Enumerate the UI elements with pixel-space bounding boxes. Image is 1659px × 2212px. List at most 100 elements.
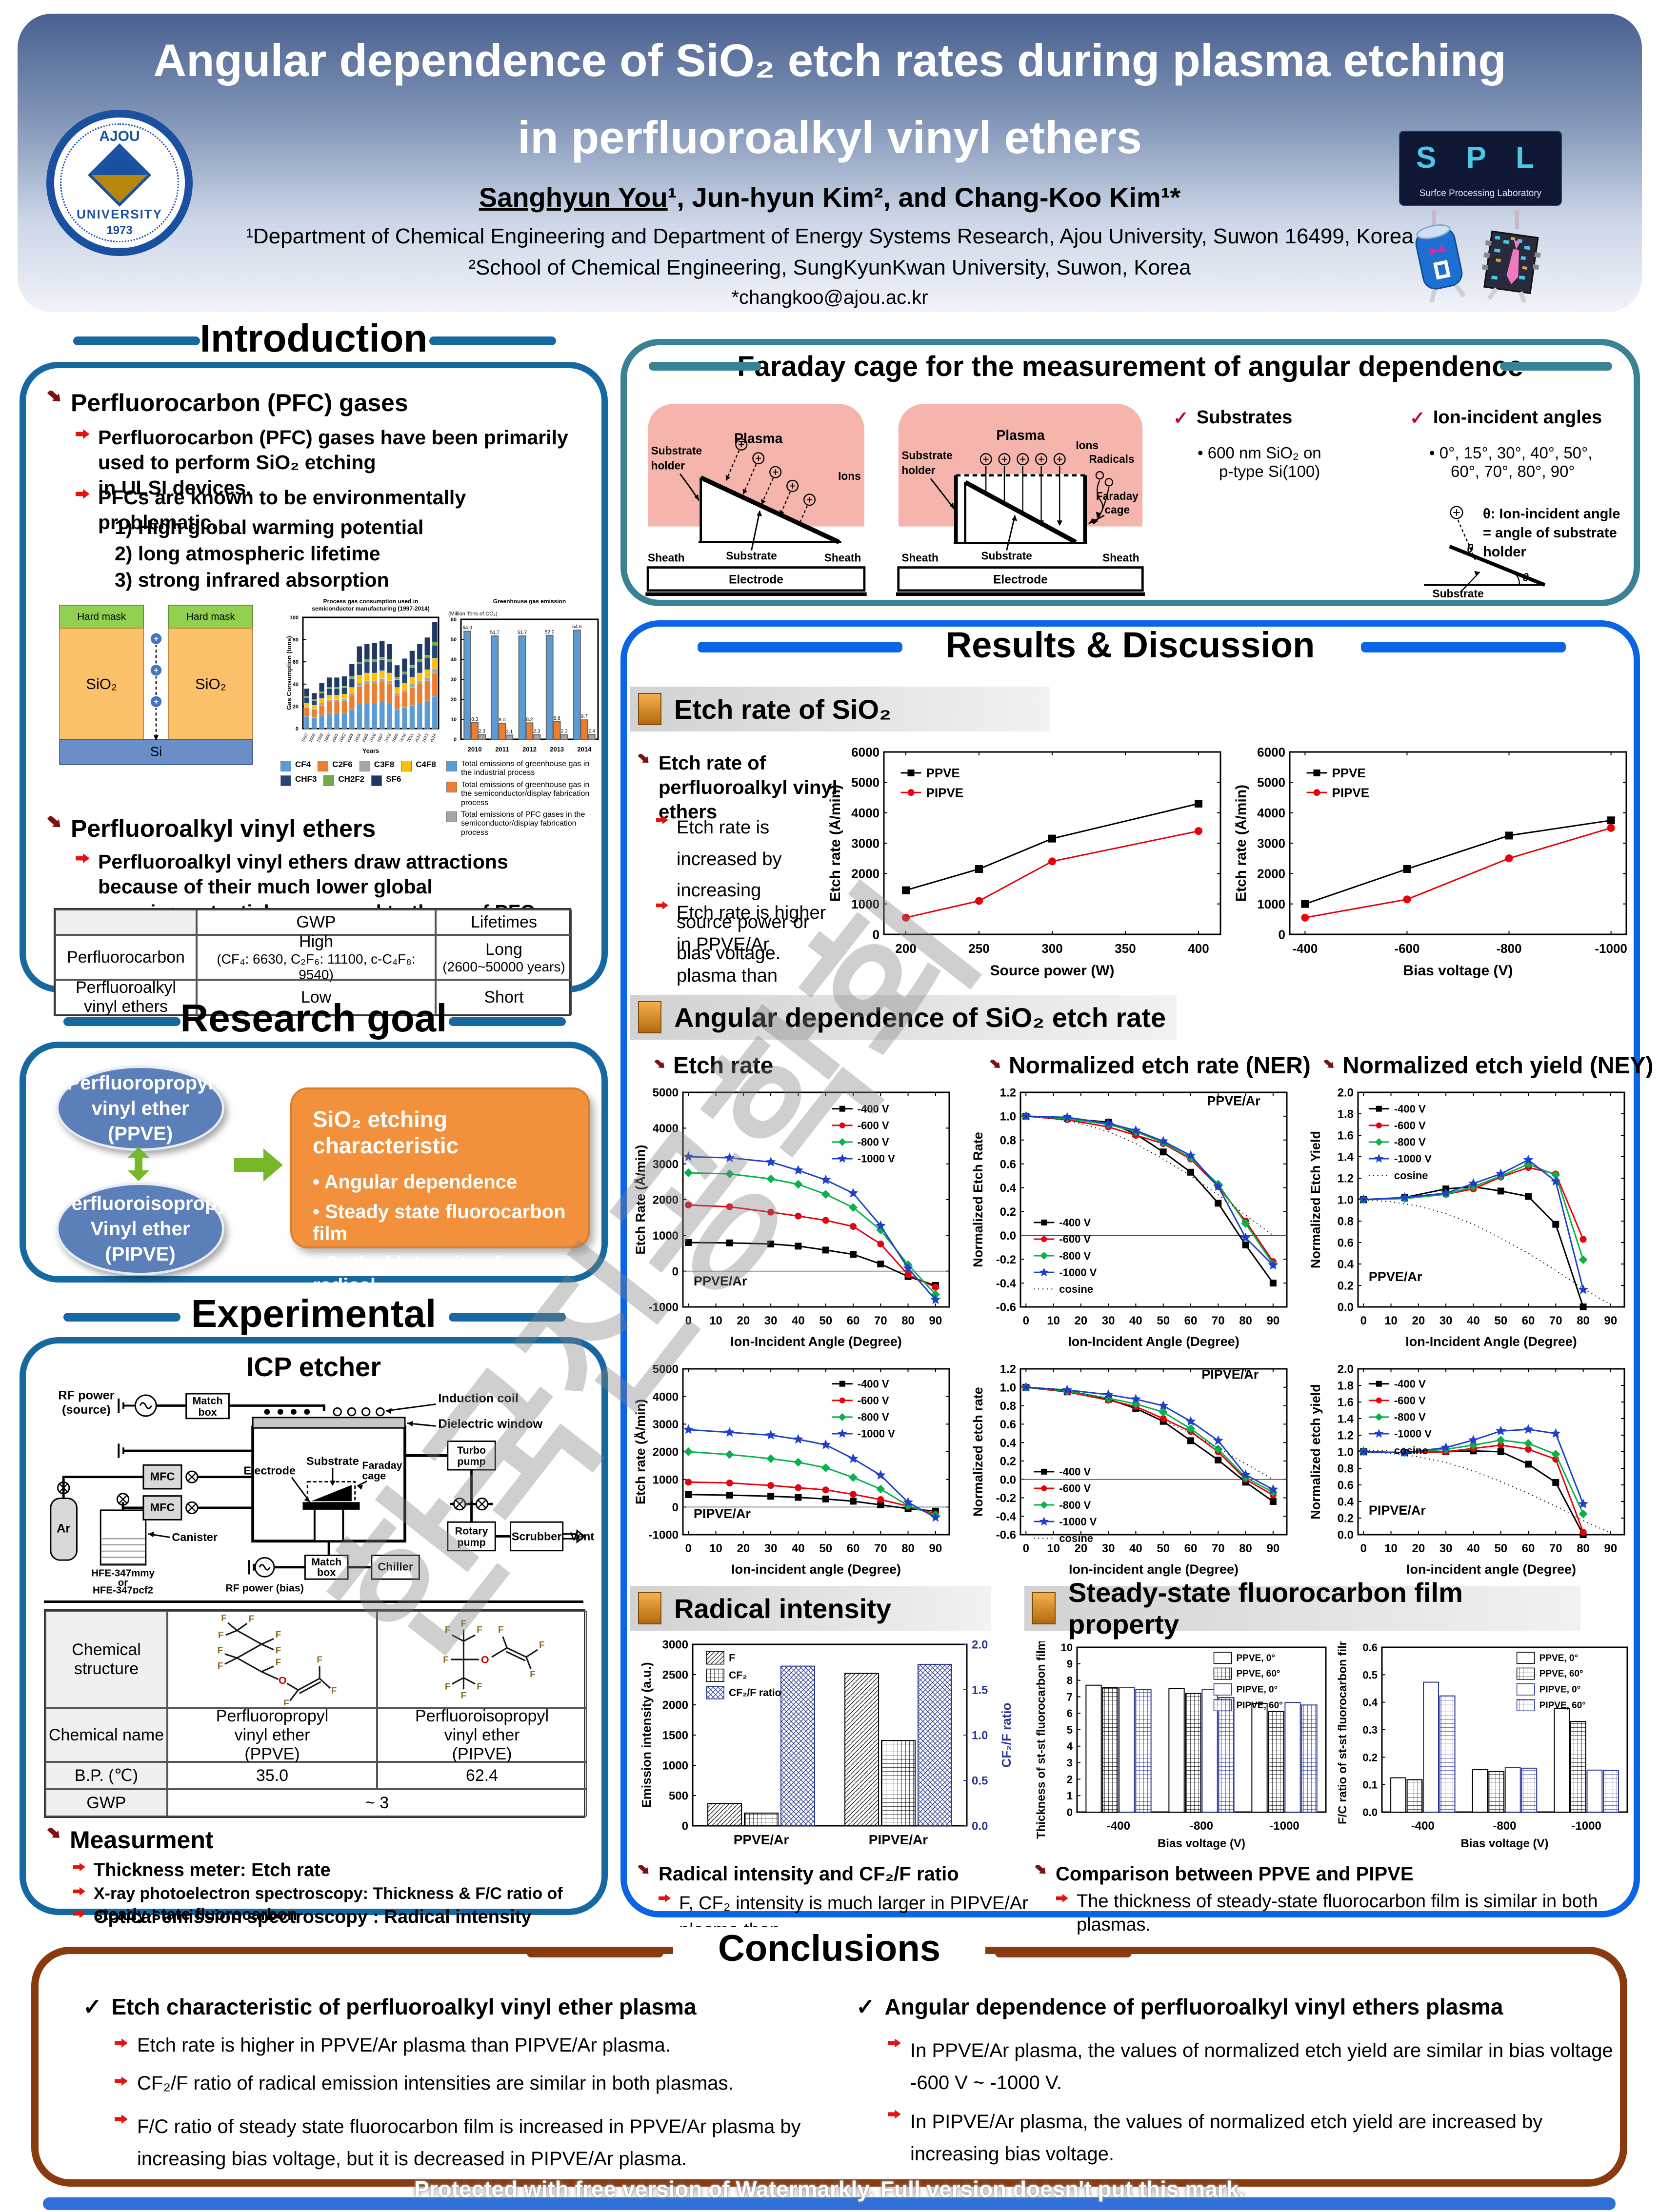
icp-etcher-heading: ICP etcher [246, 1351, 381, 1382]
table-row2-label: Perfluoroalkyl vinyl ethers [55, 978, 197, 1016]
svg-text:Ion-Incident Angle (Degree): Ion-Incident Angle (Degree) [1068, 1334, 1239, 1349]
svg-text:1.6: 1.6 [1338, 1396, 1354, 1409]
svg-text:F: F [729, 1653, 735, 1664]
svg-text:-0.2: -0.2 [996, 1253, 1016, 1266]
svg-text:-400: -400 [1411, 1819, 1435, 1833]
svg-text:F: F [498, 1624, 503, 1635]
svg-text:Etch Rate (Å/min): Etch Rate (Å/min) [634, 1145, 648, 1254]
svg-text:10: 10 [1384, 1542, 1398, 1555]
svg-text:Ion-Incident Angle (Degree): Ion-Incident Angle (Degree) [730, 1334, 902, 1349]
legend-item: CHF3 [280, 774, 317, 786]
conclusion-right-head: ✓ Angular dependence of perfluoroalkyl vi… [856, 1994, 1503, 2019]
svg-text:0.6: 0.6 [1338, 1479, 1354, 1492]
svg-text:-600 V: -600 V [1059, 1482, 1091, 1495]
svg-text:60: 60 [1184, 1314, 1198, 1327]
svg-text:4000: 4000 [1257, 806, 1285, 820]
poster-title-line1: Angular dependence of SiO₂ etch rates du… [153, 35, 1506, 86]
svg-text:5: 5 [1067, 1724, 1073, 1736]
svg-text:-1000 V: -1000 V [858, 1153, 895, 1165]
red-arrow-icon [115, 2038, 128, 2048]
svg-text:70: 70 [874, 1542, 887, 1555]
svg-text:Substrate: Substrate [981, 550, 1032, 562]
svg-text:51.7: 51.7 [490, 630, 500, 635]
svg-text:40: 40 [792, 1542, 805, 1555]
svg-text:Source power (W): Source power (W) [990, 963, 1114, 979]
table-row1-lifetime: Long (2600~50000 years) [436, 935, 572, 980]
double-arrow-icon [128, 1147, 149, 1184]
seal-text-bottom: UNIVERSITY [76, 207, 163, 221]
svg-text:1999: 1999 [316, 732, 324, 743]
experimental-title: Experimental [191, 1292, 437, 1335]
subhead-ney: Normalized etch yield (NEY) [1323, 1052, 1653, 1079]
svg-text:300: 300 [1041, 941, 1062, 956]
svg-text:Scrubber: Scrubber [512, 1530, 562, 1542]
svg-text:F: F [218, 1645, 223, 1655]
measurement-b3: Optical emission spectroscopy : Radical … [73, 1906, 595, 1929]
conclusion-l1: Etch rate is higher in PPVE/Ar plasma th… [115, 2034, 671, 2056]
check-icon: ✓ [1173, 408, 1189, 429]
gwp-cell: ~ 3 [167, 1789, 587, 1817]
svg-text:HFE-347mmy: HFE-347mmy [91, 1567, 155, 1579]
results-bar-left [698, 642, 902, 652]
svg-text:1.2: 1.2 [1000, 1363, 1016, 1376]
red-arrow-icon [888, 2038, 901, 2048]
svg-text:500: 500 [669, 1790, 688, 1803]
svg-text:CF₂: CF₂ [729, 1670, 747, 1681]
svg-text:-800: -800 [1493, 1819, 1516, 1833]
svg-text:20: 20 [1074, 1314, 1087, 1327]
svg-text:40: 40 [792, 1314, 805, 1327]
svg-text:4000: 4000 [851, 806, 879, 820]
svg-text:0.4: 0.4 [1000, 1437, 1017, 1450]
spl-acronym: S P L [1416, 141, 1545, 175]
svg-text:50: 50 [819, 1542, 832, 1555]
svg-text:1.0: 1.0 [1000, 1110, 1016, 1124]
subhead-etch-rate: Etch rate [654, 1052, 773, 1079]
svg-text:4000: 4000 [653, 1122, 679, 1135]
svg-text:1000: 1000 [653, 1473, 679, 1486]
chart-film-thickness: 0 1 2 3 4 5 6 7 8 9 10 -400 -800 -1000 Bias voltage (V… [1034, 1641, 1332, 1851]
svg-text:70: 70 [1212, 1542, 1225, 1555]
svg-text:-400 V: -400 V [1059, 1466, 1091, 1478]
svg-text:9.7: 9.7 [581, 714, 588, 719]
red-arrow-icon [73, 1909, 85, 1918]
svg-text:Ion-Incident Angle (Degree): Ion-Incident Angle (Degree) [1405, 1334, 1577, 1349]
er-heading: Etch rate of perfluoroalkyl vinyl ethers [637, 751, 842, 824]
svg-text:θ: θ [1522, 571, 1529, 584]
svg-text:40: 40 [1129, 1542, 1142, 1555]
dark-red-arrow-icon [654, 1059, 664, 1068]
svg-text:PIPVE/Ar: PIPVE/Ar [1201, 1367, 1259, 1382]
svg-text:cosine: cosine [1394, 1169, 1428, 1182]
svg-text:30: 30 [1102, 1314, 1115, 1327]
svg-text:-0.4: -0.4 [996, 1277, 1017, 1290]
svg-text:2004: 2004 [353, 732, 362, 743]
svg-text:2.0: 2.0 [1338, 1086, 1354, 1100]
svg-text:-400 V: -400 V [1394, 1103, 1426, 1115]
svg-text:5000: 5000 [653, 1086, 679, 1100]
conclusions-bar-right [995, 1949, 1132, 1957]
svg-text:Etch rate (Å/min): Etch rate (Å/min) [634, 1399, 648, 1504]
svg-text:-800 V: -800 V [1059, 1250, 1091, 1262]
dark-red-arrow-icon [990, 1059, 1000, 1068]
section-angular-dependence: Angular dependence of SiO₂ etch rate [630, 995, 1177, 1040]
svg-text:0.2: 0.2 [1362, 1751, 1378, 1763]
svg-text:PPVE/Ar: PPVE/Ar [694, 1274, 747, 1288]
svg-text:Ion-incident angle (Degree): Ion-incident angle (Degree) [731, 1562, 901, 1577]
svg-text:Chiller: Chiller [378, 1560, 413, 1573]
svg-text:0.8: 0.8 [1000, 1134, 1016, 1147]
svg-text:4000: 4000 [653, 1390, 679, 1403]
svg-text:2013: 2013 [421, 732, 430, 743]
results-title: Results & Discussion [945, 625, 1315, 665]
svg-text:holder: holder [901, 464, 935, 476]
svg-text:-400: -400 [1292, 941, 1318, 956]
svg-text:400: 400 [1188, 941, 1209, 956]
svg-text:60: 60 [1522, 1314, 1535, 1327]
chart-pipve-ner: -0.6 -0.4 -0.2 0.0 0.2 0.4 0.6 0.8 1.0 1.2 0 10 20 30… [972, 1363, 1294, 1578]
check-icon: ✓ [83, 1994, 102, 2019]
svg-text:Substrate: Substrate [651, 444, 702, 457]
svg-text:2500: 2500 [662, 1669, 688, 1682]
svg-text:80: 80 [293, 637, 299, 643]
svg-text:1.0: 1.0 [1338, 1194, 1354, 1207]
intro-pfc-b2: PFCs are known to be environmentally pro… [76, 485, 583, 535]
